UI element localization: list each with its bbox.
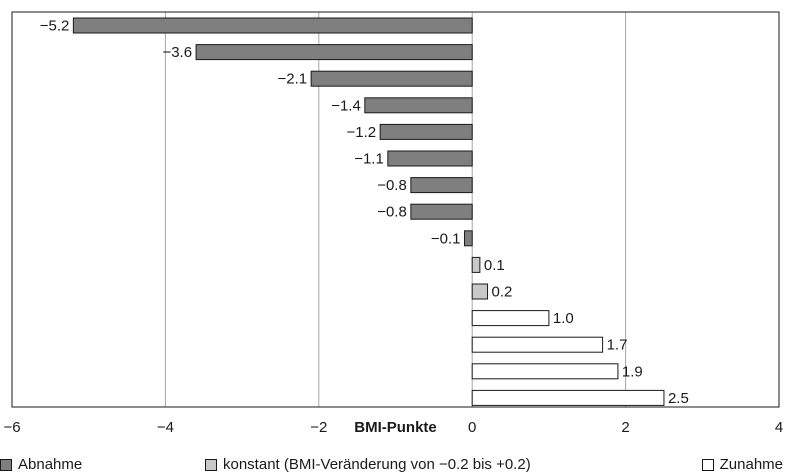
x-tick-label: −2 — [310, 419, 327, 436]
legend-item-konstant: konstant (BMI-Veränderung von −0.2 bis +… — [205, 456, 531, 473]
x-tick-label: 4 — [775, 419, 783, 436]
bar — [471, 363, 619, 380]
data-label: −0.8 — [377, 204, 407, 221]
data-label: −3.6 — [162, 44, 192, 61]
x-tick-label: −4 — [157, 419, 174, 436]
bar — [379, 123, 473, 140]
legend-swatch-abnahme — [0, 458, 12, 471]
bar — [195, 44, 473, 61]
data-label: 1.7 — [607, 337, 628, 354]
bar — [471, 256, 481, 273]
legend-item-abnahme: Abnahme — [0, 456, 82, 473]
data-label: −2.1 — [278, 71, 308, 88]
legend-swatch-konstant — [205, 458, 217, 471]
legend-label-abnahme: Abnahme — [18, 456, 83, 473]
bar — [464, 230, 473, 247]
bar — [310, 70, 473, 87]
bar — [471, 336, 604, 353]
legend-label-zunahme: Zunahme — [719, 456, 783, 473]
data-label: 0.1 — [484, 257, 505, 274]
data-labels: −5.2 −3.6 −2.1 −1.4 −1.2 −1.1 −0.8 −0.8 −0.1 0.1 0… — [40, 18, 689, 407]
bar — [471, 389, 665, 406]
data-label: −1.1 — [354, 151, 384, 168]
bar — [364, 97, 473, 114]
data-label: −5.2 — [40, 18, 70, 35]
data-label: 2.5 — [668, 390, 689, 407]
plot-frame — [11, 11, 780, 408]
data-label: 0.2 — [492, 284, 513, 301]
bar — [410, 203, 473, 220]
legend-label-konstant: konstant (BMI-Veränderung von −0.2 bis +… — [223, 456, 531, 473]
data-label: −0.1 — [431, 230, 461, 247]
legend: Abnahme konstant (BMI-Veränderung von −0… — [0, 456, 785, 475]
x-axis-title: BMI-Punkte — [354, 419, 437, 436]
legend-swatch-zunahme — [701, 458, 714, 471]
x-tick-label: −6 — [3, 419, 20, 436]
bars — [72, 17, 665, 406]
bar — [72, 17, 473, 34]
data-label: 1.0 — [553, 310, 574, 327]
bar — [387, 150, 473, 167]
bar — [471, 283, 489, 300]
x-tick-label: 2 — [621, 419, 629, 436]
data-label: −1.2 — [347, 124, 377, 141]
legend-item-zunahme: Zunahme — [701, 456, 783, 473]
bar-chart: −5.2 −3.6 −2.1 −1.4 −1.2 −1.1 −0.8 −0.8 −0.1 0.1 0… — [3, 11, 783, 436]
data-label: −0.8 — [377, 177, 407, 194]
bar — [471, 310, 550, 327]
data-label: 1.9 — [622, 363, 643, 380]
bar — [410, 177, 473, 194]
x-tick-label: 0 — [468, 419, 476, 436]
x-axis-ticks: −6 −4 −2 0 2 4 — [3, 419, 783, 436]
data-label: −1.4 — [331, 97, 361, 114]
